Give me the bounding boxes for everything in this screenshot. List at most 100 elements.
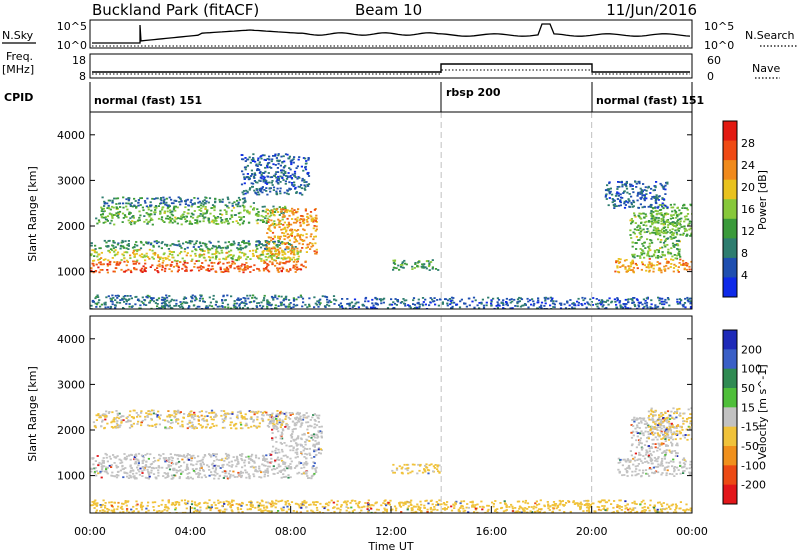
freq-tick-bottom: 8	[79, 70, 86, 83]
velocity-ylabel: Slant Range [km]	[26, 366, 39, 462]
velocity-echo-region	[391, 463, 441, 475]
beam-label: Beam 10	[355, 1, 422, 19]
colorbar-swatch	[723, 140, 737, 161]
x-axis-label: Time UT	[367, 540, 413, 553]
colorbar-tick-label: 8	[741, 247, 748, 260]
power-echo-region	[240, 153, 311, 196]
velocity-ytick-label: 3000	[57, 378, 85, 391]
nsky-label: N.Sky	[2, 29, 34, 42]
xtick-label: 00:00	[74, 525, 106, 538]
colorbar-swatch	[723, 277, 737, 298]
colorbar-swatch	[723, 407, 737, 428]
nsky-panel: N.Sky 10^5 10^0 10^5 10^0 N.Search	[2, 19, 797, 52]
xtick-label: 20:00	[576, 525, 608, 538]
velocity-ytick-label: 4000	[57, 333, 85, 346]
colorbar-swatch	[723, 160, 737, 181]
power-colorbar-label: Power [dB]	[756, 170, 769, 230]
colorbar-tick-label: 50	[741, 382, 755, 395]
cpid-segment-2: rbsp 200	[446, 86, 501, 99]
colorbar-tick-label: 20	[741, 181, 755, 194]
nave-tick-bottom: 0	[707, 70, 714, 83]
colorbar-tick-label: -200	[741, 479, 766, 492]
colorbar-swatch	[723, 330, 737, 350]
power-colorbar: 4 8 12 16 20 24 28	[722, 120, 755, 298]
cpid-segment-1: normal (fast) 151	[94, 94, 202, 107]
power-echo-region	[265, 207, 318, 256]
power-echo-region	[340, 296, 692, 309]
xtick-label: 16:00	[475, 525, 507, 538]
power-echo-region	[614, 258, 692, 274]
nave-tick-top: 60	[707, 54, 721, 67]
colorbar-tick-label: 24	[741, 159, 755, 172]
xtick-label: 12:00	[375, 525, 407, 538]
nsearch-tick-top: 10^5	[704, 20, 734, 33]
colorbar-swatch	[723, 199, 737, 220]
xtick-label: 00:00	[676, 525, 708, 538]
colorbar-tick-label: 4	[741, 269, 748, 282]
velocity-echo-region	[647, 407, 692, 441]
power-echo-region	[95, 205, 288, 226]
colorbar-swatch	[723, 349, 737, 370]
colorbar-tick-label: 12	[741, 225, 755, 238]
colorbar-swatch	[723, 465, 737, 486]
nsearch-label: N.Search	[745, 29, 795, 42]
cpid-segment-3: normal (fast) 151	[596, 94, 704, 107]
velocity-colorbar: 200 100 50 15 -15 -50 -100 -200	[722, 329, 766, 505]
colorbar-swatch	[723, 121, 737, 142]
colorbar-tick-label: 15	[741, 401, 755, 414]
xtick-label: 04:00	[174, 525, 206, 538]
colorbar-swatch	[723, 257, 737, 278]
colorbar-swatch	[723, 218, 737, 239]
cpid-panel: CPID normal (fast) 151 rbsp 200 normal (…	[4, 82, 704, 112]
colorbar-tick-label: 28	[741, 137, 755, 150]
power-echo-region	[90, 260, 307, 274]
cpid-label: CPID	[4, 91, 33, 104]
colorbar-swatch	[723, 368, 737, 389]
freq-unit-label: [MHz]	[2, 63, 34, 76]
power-ytick-label: 1000	[57, 266, 85, 279]
nsky-tick-top: 10^5	[57, 20, 87, 33]
power-echo-region	[101, 196, 255, 208]
power-ylabel: Slant Range [km]	[26, 166, 39, 262]
xtick-label: 08:00	[275, 525, 307, 538]
velocity-ytick-label: 1000	[57, 470, 85, 483]
velocity-echo-region	[270, 411, 323, 455]
colorbar-tick-label: 16	[741, 203, 755, 216]
colorbar-tick-label: 200	[741, 343, 762, 356]
nsky-tick-bottom: 10^0	[57, 39, 87, 52]
power-echo-region	[90, 294, 343, 309]
velocity-echo-region	[92, 409, 288, 430]
colorbar-swatch	[723, 426, 737, 447]
power-panel: 1000 2000 3000 4000 Slant Range [km]	[26, 111, 693, 310]
power-ytick-label: 3000	[57, 174, 85, 187]
colorbar-tick-label: -15	[741, 421, 759, 434]
nave-label: Nave	[752, 62, 780, 75]
colorbar-swatch	[723, 238, 737, 259]
power-ytick-label: 4000	[57, 129, 85, 142]
colorbar-swatch	[723, 446, 737, 466]
plot-title: Buckland Park (fitACF)	[92, 1, 259, 19]
colorbar-swatch	[723, 484, 737, 505]
power-echo-region	[604, 180, 669, 209]
velocity-panel: 1000 2000 3000 4000 Slant Range [km] 00:00 0…	[26, 315, 708, 553]
colorbar-swatch	[723, 388, 737, 408]
power-echo-region	[90, 239, 297, 251]
colorbar-swatch	[723, 179, 737, 200]
freq-panel: Freq. [MHz] 18 8 60 0 Nave	[2, 50, 780, 83]
colorbar-tick-label: -50	[741, 440, 759, 453]
colorbar-tick-label: -100	[741, 459, 766, 472]
power-echo-region	[392, 259, 440, 271]
colorbar-tick-label: 100	[741, 363, 762, 376]
freq-label: Freq.	[6, 50, 33, 63]
velocity-ytick-label: 2000	[57, 424, 85, 437]
power-ytick-label: 2000	[57, 220, 85, 233]
velocity-colorbar-label: Velocity [m s^-1]	[756, 364, 769, 459]
freq-tick-top: 18	[72, 54, 86, 67]
nsearch-tick-bottom: 10^0	[704, 39, 734, 52]
date-label: 11/Jun/2016	[606, 1, 697, 19]
velocity-echo-region	[90, 452, 318, 480]
velocity-echo-region	[90, 499, 692, 513]
velocity-echo-region	[617, 457, 692, 478]
power-echo-region	[90, 248, 302, 262]
